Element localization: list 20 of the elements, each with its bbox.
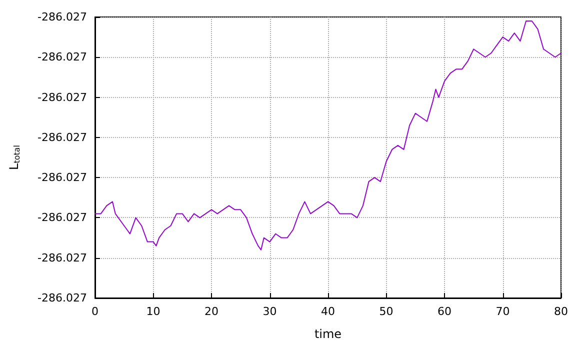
y-tick-label: -286.027 xyxy=(38,251,87,264)
x-tick-label: 30 xyxy=(262,305,277,318)
y-tick-label: -286.027 xyxy=(38,10,87,24)
y-tick-label: -286.027 xyxy=(38,171,87,184)
x-tick-label: 60 xyxy=(438,305,452,318)
x-tick-label: 0 xyxy=(92,305,98,318)
y-tick-label: -286.027 xyxy=(38,211,87,224)
x-tick-label: 70 xyxy=(496,305,510,318)
y-tick-label: -286.027 xyxy=(38,130,87,144)
x-tick-label: 80 xyxy=(554,305,568,318)
x-tick-label: 40 xyxy=(321,305,335,318)
y-axis-title: Ltotal xyxy=(7,145,22,170)
x-tick-label: 50 xyxy=(379,305,394,318)
x-axis-title: time xyxy=(314,327,342,341)
x-tick-label: 20 xyxy=(204,305,218,318)
line-series xyxy=(94,20,562,250)
y-tick-label: -286.027 xyxy=(38,50,87,64)
y-tick-label: -286.027 xyxy=(38,90,87,104)
y-tick-label: -286.027 xyxy=(38,292,87,304)
x-tick-label: 10 xyxy=(146,305,160,318)
